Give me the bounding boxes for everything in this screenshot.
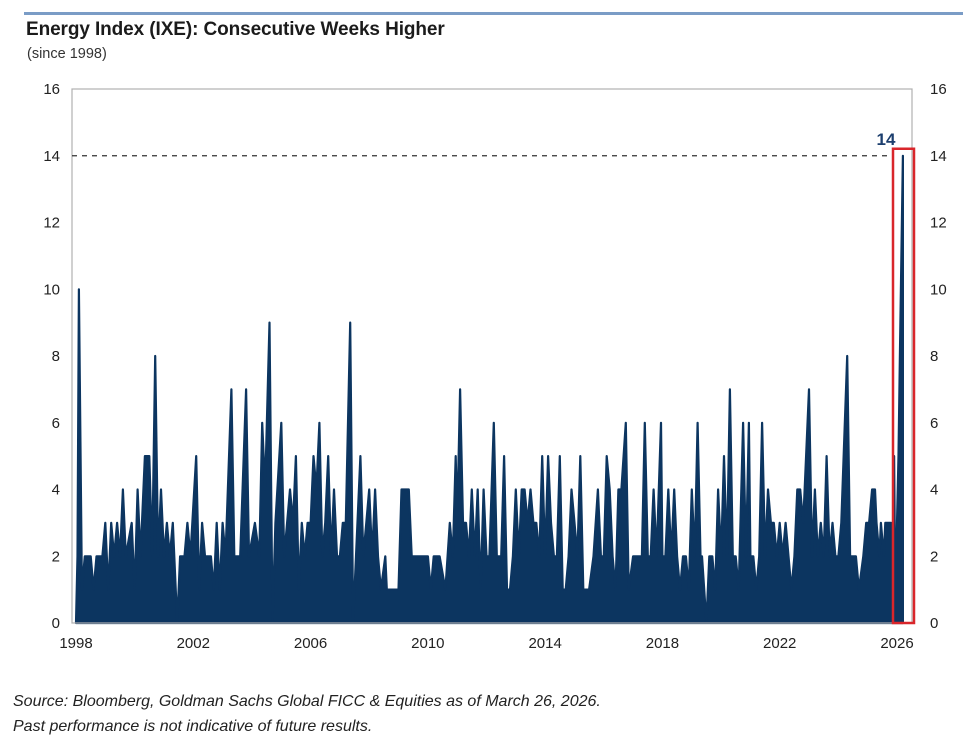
x-tick-label: 2014 [528, 635, 561, 652]
x-axis: 1998 2002 2006 2010 2014 2018 2022 2026 [59, 635, 913, 652]
plot-frame [71, 88, 913, 624]
y-tick-label-left: 14 [43, 148, 60, 165]
chart-title: Energy Index (IXE): Consecutive Weeks Hi… [26, 19, 445, 40]
y-tick-label-left: 0 [52, 615, 60, 632]
y-tick-label-left: 6 [52, 415, 60, 432]
y-axis-right: 0 2 4 6 8 10 12 14 16 [930, 81, 947, 632]
y-tick-label-left: 10 [43, 281, 60, 298]
y-tick-label-right: 4 [930, 482, 938, 499]
highlight-layer: 14 [877, 130, 916, 625]
x-tick-label: 2022 [763, 635, 796, 652]
header-rule [24, 12, 963, 15]
y-tick-label-left: 8 [52, 348, 60, 365]
x-tick-label: 1998 [59, 635, 92, 652]
x-tick-label: 2006 [294, 635, 327, 652]
y-tick-label-left: 2 [52, 548, 60, 565]
x-tick-label: 2018 [646, 635, 679, 652]
y-tick-label-left: 16 [43, 81, 60, 98]
y-axis-left: 0 2 4 6 8 10 12 14 16 [43, 81, 60, 632]
y-tick-label-right: 2 [930, 548, 938, 565]
disclaimer-note: Past performance is not indicative of fu… [13, 718, 373, 735]
series-layer [74, 154, 904, 625]
highlight-box [891, 147, 916, 625]
y-tick-label-left: 4 [52, 482, 60, 499]
x-tick-label: 2010 [411, 635, 444, 652]
chart-footer: Source: Bloomberg, Goldman Sachs Global … [13, 689, 601, 739]
x-tick-label: 2002 [177, 635, 210, 652]
x-tick-label: 2026 [880, 635, 913, 652]
plot-border [71, 88, 913, 624]
y-tick-label-right: 8 [930, 348, 938, 365]
y-tick-label-left: 12 [43, 215, 60, 232]
y-tick-label-right: 10 [930, 281, 947, 298]
chart-svg: 0 2 4 6 8 10 12 14 16 0 2 4 6 8 10 12 14 16 1998 2002 2006… [43, 81, 947, 652]
y-tick-label-right: 14 [930, 148, 947, 165]
chart-subtitle: (since 1998) [27, 46, 107, 62]
y-tick-label-right: 12 [930, 215, 947, 232]
y-tick-label-right: 0 [930, 615, 938, 632]
source-note: Source: Bloomberg, Goldman Sachs Global … [13, 693, 601, 710]
y-tick-label-right: 6 [930, 415, 938, 432]
annotation-label: 14 [877, 130, 896, 149]
y-tick-label-right: 16 [930, 81, 947, 98]
series-area [74, 154, 904, 625]
